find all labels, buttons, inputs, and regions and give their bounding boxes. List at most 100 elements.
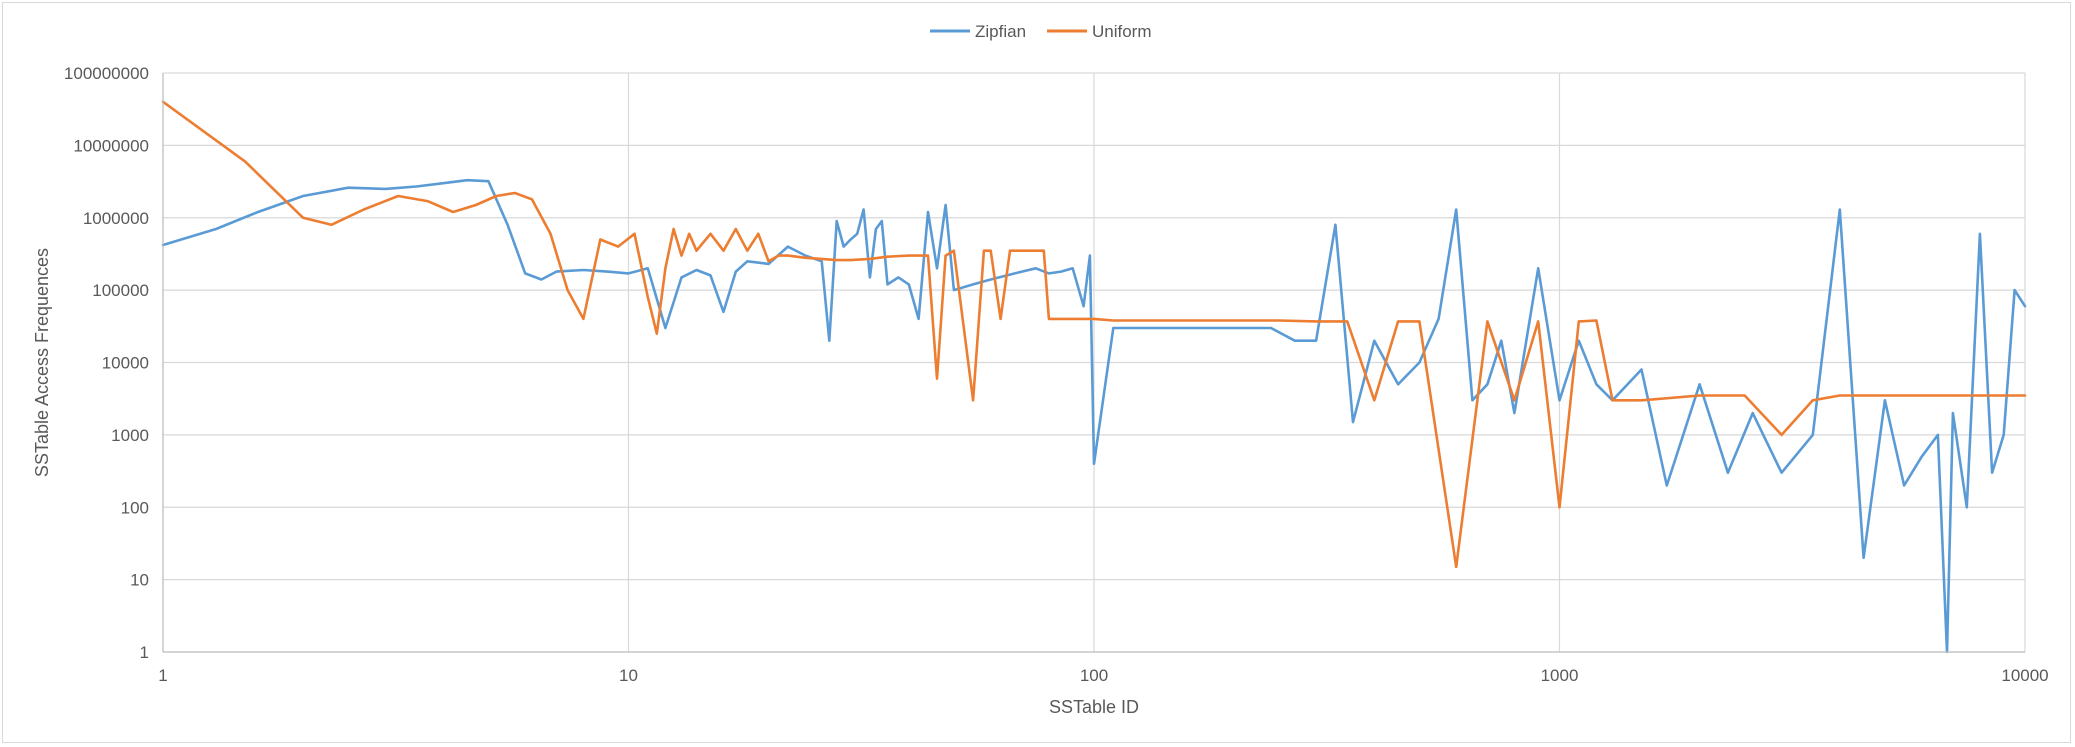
data-point-uniform bbox=[1048, 318, 1050, 320]
data-point-zipfian bbox=[828, 339, 831, 342]
x-tick-label: 1 bbox=[158, 666, 167, 685]
data-point-zipfian bbox=[917, 318, 920, 320]
data-point-zipfian bbox=[1334, 224, 1337, 226]
data-point-uniform bbox=[944, 254, 947, 257]
y-tick-label: 10000 bbox=[102, 354, 149, 373]
data-point-zipfian bbox=[735, 270, 737, 273]
data-point-zipfian bbox=[506, 224, 509, 226]
data-point-uniform bbox=[688, 233, 690, 235]
data-point-zipfian bbox=[1812, 434, 1814, 436]
data-point-uniform bbox=[599, 238, 602, 241]
data-point-uniform bbox=[647, 296, 649, 298]
data-point-zipfian bbox=[1513, 412, 1516, 414]
data-point-zipfian bbox=[897, 276, 900, 279]
x-axis-title: SSTable ID bbox=[1049, 697, 1139, 717]
data-point-zipfian bbox=[1233, 327, 1235, 329]
x-tick-label: 1000 bbox=[1541, 666, 1579, 685]
data-point-zipfian bbox=[1979, 233, 1981, 235]
data-point-uniform bbox=[1455, 566, 1457, 568]
data-point-uniform bbox=[1233, 319, 1235, 322]
data-point-zipfian bbox=[347, 186, 350, 189]
data-point-zipfian bbox=[302, 195, 304, 197]
series-lines bbox=[161, 100, 2027, 654]
data-point-uniform bbox=[426, 200, 429, 202]
data-point-uniform bbox=[672, 228, 675, 230]
data-point-zipfian bbox=[1093, 462, 1095, 465]
data-point-uniform bbox=[1043, 249, 1045, 252]
data-point-zipfian bbox=[524, 272, 526, 275]
data-point-zipfian bbox=[1537, 267, 1539, 270]
data-point-uniform bbox=[709, 233, 712, 235]
data-point-zipfian bbox=[1966, 506, 1968, 509]
data-point-uniform bbox=[1812, 399, 1814, 402]
data-point-uniform bbox=[886, 255, 889, 258]
data-point-uniform bbox=[549, 233, 552, 235]
data-point-zipfian bbox=[1397, 383, 1399, 386]
data-point-uniform bbox=[566, 289, 569, 291]
data-point-uniform bbox=[1138, 319, 1140, 322]
data-point-uniform bbox=[767, 260, 770, 263]
data-point-uniform bbox=[735, 228, 737, 230]
data-point-uniform bbox=[1009, 249, 1011, 252]
data-point-uniform bbox=[972, 399, 974, 402]
data-point-zipfian bbox=[540, 278, 543, 281]
legend-label-uniform: Uniform bbox=[1092, 22, 1152, 41]
data-point-zipfian bbox=[722, 311, 725, 313]
y-tick-label: 1 bbox=[140, 643, 149, 662]
data-point-uniform bbox=[531, 198, 533, 201]
data-point-uniform bbox=[953, 249, 955, 252]
x-tick-label: 10000 bbox=[2001, 666, 2048, 685]
y-tick-label: 1000 bbox=[111, 426, 149, 445]
data-point-zipfian bbox=[1082, 305, 1085, 308]
data-point-zipfian bbox=[881, 220, 883, 222]
data-point-zipfian bbox=[936, 267, 938, 270]
data-point-uniform bbox=[869, 258, 871, 260]
data-point-uniform bbox=[757, 233, 760, 235]
data-point-uniform bbox=[330, 224, 333, 226]
data-point-zipfian bbox=[1578, 339, 1580, 342]
data-point-zipfian bbox=[1455, 208, 1457, 211]
data-point-uniform bbox=[1130, 319, 1132, 322]
data-point-zipfian bbox=[415, 185, 418, 188]
data-point-uniform bbox=[1780, 434, 1783, 436]
data-point-zipfian bbox=[1903, 484, 1905, 487]
data-point-zipfian bbox=[695, 269, 698, 271]
data-point-uniform bbox=[1315, 320, 1317, 323]
y-tick-label: 10 bbox=[130, 571, 149, 590]
data-point-zipfian bbox=[1500, 339, 1503, 342]
data-point-zipfian bbox=[886, 283, 889, 286]
data-point-uniform bbox=[927, 254, 929, 257]
data-point-uniform bbox=[1418, 320, 1421, 323]
data-point-uniform bbox=[1884, 394, 1886, 397]
data-point-zipfian bbox=[1839, 208, 1841, 211]
data-point-zipfian bbox=[1089, 254, 1091, 257]
data-point-uniform bbox=[475, 204, 477, 206]
data-point-zipfian bbox=[1418, 361, 1421, 364]
data-point-uniform bbox=[363, 208, 365, 211]
data-point-uniform bbox=[804, 257, 807, 259]
data-point-zipfian bbox=[787, 245, 789, 248]
data-point-zipfian bbox=[1035, 267, 1037, 270]
data-point-uniform bbox=[1486, 320, 1489, 323]
data-point-zipfian bbox=[2013, 289, 2016, 291]
data-point-uniform bbox=[1839, 394, 1841, 397]
data-point-zipfian bbox=[1112, 327, 1115, 329]
data-point-uniform bbox=[1071, 318, 1074, 320]
data-point-uniform bbox=[633, 233, 636, 235]
data-point-zipfian bbox=[989, 278, 992, 281]
data-point-zipfian bbox=[466, 179, 468, 181]
data-point-zipfian bbox=[1437, 318, 1440, 320]
data-point-uniform bbox=[1373, 399, 1376, 402]
x-tick-label: 10 bbox=[619, 666, 638, 685]
data-point-uniform bbox=[1513, 399, 1516, 402]
data-point-zipfian bbox=[1352, 421, 1354, 423]
data-point-uniform bbox=[999, 318, 1002, 320]
data-point-zipfian bbox=[1048, 272, 1050, 275]
data-point-zipfian bbox=[804, 254, 807, 257]
data-point-uniform bbox=[1537, 320, 1539, 323]
data-point-zipfian bbox=[1146, 327, 1148, 329]
data-point-zipfian bbox=[1188, 327, 1190, 329]
data-point-uniform bbox=[1397, 320, 1399, 323]
data-point-zipfian bbox=[1640, 368, 1643, 371]
